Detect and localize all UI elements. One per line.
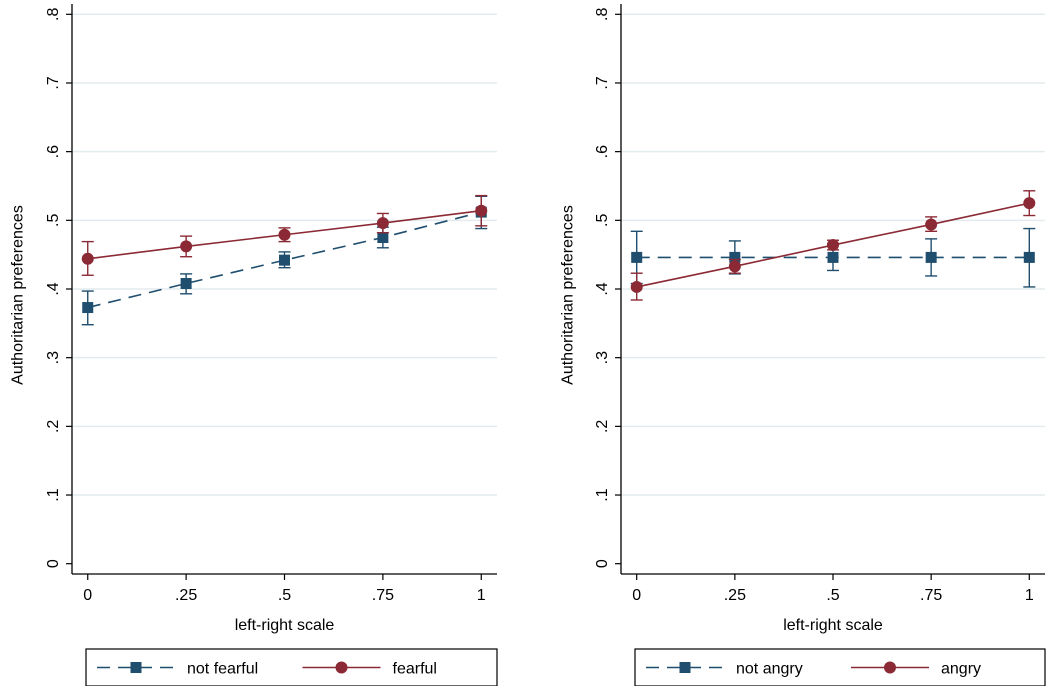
data-point-square	[631, 251, 643, 263]
data-point-square	[729, 251, 741, 263]
series-1-not-angry	[630, 227, 1036, 288]
data-point-square	[180, 278, 192, 290]
data-point-square	[925, 251, 937, 263]
data-point-circle	[728, 260, 741, 273]
y-tick-label-7: .7	[45, 76, 62, 89]
x-tick-label-1: .25	[175, 587, 197, 604]
legend-marker-square	[679, 662, 691, 673]
y-axis-title: Authoritarian preferences	[10, 205, 27, 385]
data-point-square	[827, 251, 839, 263]
legend-label: angry	[941, 661, 981, 678]
y-tick-label-8: .8	[45, 8, 62, 21]
y-tick-label-4: .4	[594, 282, 611, 295]
legend-item-2: fearful	[302, 661, 437, 678]
y-tick-label-3: .3	[594, 351, 611, 364]
legend-box	[634, 648, 1046, 686]
chart-panel-1: 0 .1 .2 .3 .4 .5 .6 .7 .8 0 .25 .5 .75 1 left-right sc…	[10, 4, 498, 686]
gridlines	[621, 13, 1045, 496]
data-point-circle	[180, 240, 193, 253]
y-tick-label-3: .3	[45, 351, 62, 364]
data-point-square	[82, 302, 94, 314]
data-point-circle	[1023, 197, 1036, 210]
y-tick-label-1: .1	[45, 488, 62, 501]
legend-item-1: not fearful	[97, 661, 258, 678]
data-point-circle	[475, 204, 488, 217]
y-tick-label-0: 0	[594, 559, 611, 568]
y-tick-label-8: .8	[594, 8, 611, 21]
data-point-circle	[827, 239, 839, 252]
series-1-not-fearful	[81, 195, 488, 326]
y-tick-label-2: .2	[45, 420, 62, 433]
x-tick-label-4: 1	[1025, 587, 1034, 604]
x-tick-label-1: .25	[724, 587, 746, 604]
x-tick-label-3: .75	[372, 587, 394, 604]
legend-label: not angry	[736, 661, 803, 678]
y-tick-label-4: .4	[45, 282, 62, 295]
series-line	[87, 211, 482, 309]
y-tick-label-6: .6	[594, 145, 611, 158]
y-tick-label-5: .5	[45, 214, 62, 227]
legend-item-1: not angry	[646, 661, 803, 678]
legend-marker-square	[130, 662, 142, 673]
data-point-circle	[376, 217, 389, 230]
x-tick-label-2: .5	[278, 587, 291, 604]
x-axis-title: left-right scale	[783, 617, 883, 634]
legend: not angry angry	[634, 648, 1046, 686]
data-point-square	[1023, 251, 1035, 263]
data-point-circle	[81, 252, 94, 265]
legend-box	[85, 648, 498, 686]
legend-marker-circle	[335, 661, 348, 674]
y-tick-label-0: 0	[45, 559, 62, 568]
y-tick-label-2: .2	[594, 420, 611, 433]
data-point-circle	[925, 218, 938, 231]
legend-item-2: angry	[851, 661, 981, 678]
x-tick-label-4: 1	[477, 587, 486, 604]
x-tick-label-0: 0	[632, 587, 641, 604]
data-point-circle	[278, 228, 291, 241]
gridlines	[72, 13, 497, 496]
x-tick-label-3: .75	[920, 587, 942, 604]
legend-marker-circle	[884, 661, 896, 674]
y-tick-label-6: .6	[45, 145, 62, 158]
x-tick-label-2: .5	[826, 587, 839, 604]
legend: not fearful fearful	[85, 648, 498, 686]
data-point-square	[279, 254, 290, 266]
data-point-circle	[630, 280, 643, 293]
legend-label: fearful	[393, 661, 437, 678]
series-2-fearful	[81, 194, 488, 276]
x-tick-label-0: 0	[83, 587, 92, 604]
series-2-angry	[630, 190, 1036, 301]
y-tick-label-1: .1	[594, 488, 611, 501]
y-tick-label-7: .7	[594, 76, 611, 89]
legend-label: not fearful	[187, 661, 258, 678]
chart-panel-2: 0 .1 .2 .3 .4 .5 .6 .7 .8 0 .25 .5 .75 1 left-right sc…	[560, 4, 1046, 686]
x-axis-title: left-right scale	[235, 617, 335, 634]
data-point-square	[377, 231, 389, 243]
y-tick-label-5: .5	[594, 214, 611, 227]
y-axis-title: Authoritarian preferences	[560, 205, 577, 385]
